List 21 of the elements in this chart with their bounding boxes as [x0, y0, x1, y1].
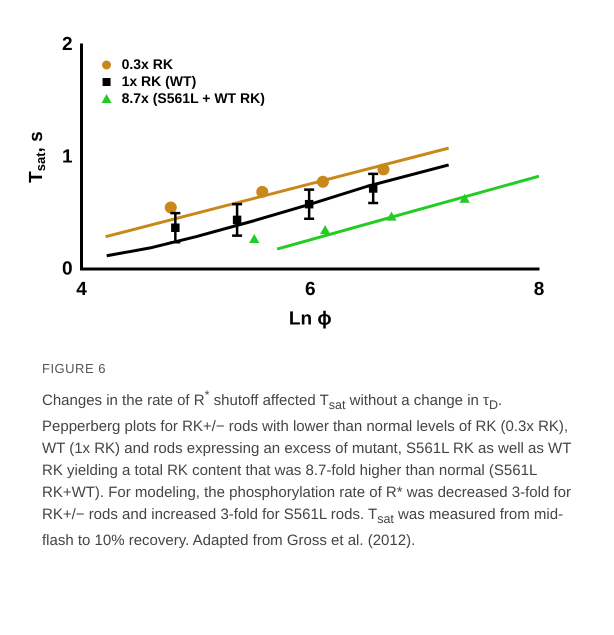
- caption: FIGURE 6: [42, 361, 107, 376]
- point: [249, 234, 260, 244]
- point: [386, 212, 397, 221]
- x-axis-title: Ln ϕ: [288, 308, 332, 330]
- y-tick-label: 1: [62, 146, 73, 168]
- x-tick-label: 4: [76, 278, 88, 300]
- x-tick-label: 6: [304, 278, 316, 300]
- point: [256, 186, 268, 198]
- legend-label: 0.3x RK: [122, 56, 173, 72]
- point: [320, 225, 330, 234]
- y-axis-title: Tsat, s: [26, 131, 48, 183]
- y-tick-label: 0: [62, 258, 73, 280]
- x-tick-label: 8: [534, 278, 544, 300]
- point: [164, 202, 177, 214]
- point: [377, 163, 390, 176]
- text: Changes in the rate of R$^{*}$ shutoff affected T$_{sat}$ without a change in τ$_{D}$. Pepperberg plots for RK+/− rods with lower than normal levels of RK (0.3x RK), WT (1x RK) and rods expressing an excess of mutant, S561L RK as well as WT RK yielding a total RK content that was 8.7-fold higher than normal (S561L RK+WT). For modeling, the phosphorylation rate of R* was decreased 3-fold for RK+/− rods and increased 3-fold for S561L rods. T$_{sat}$ was measured from mid-flash to 10% recovery. Adapted from Gross et al. (2012).: [42, 388, 572, 549]
- point: [459, 194, 470, 203]
- legend-label: 8.7x (S561L + WT RK): [122, 90, 265, 106]
- y-tick-label: 2: [62, 34, 73, 56]
- point: [316, 176, 329, 188]
- legend-label: 1x RK (WT): [122, 72, 196, 89]
